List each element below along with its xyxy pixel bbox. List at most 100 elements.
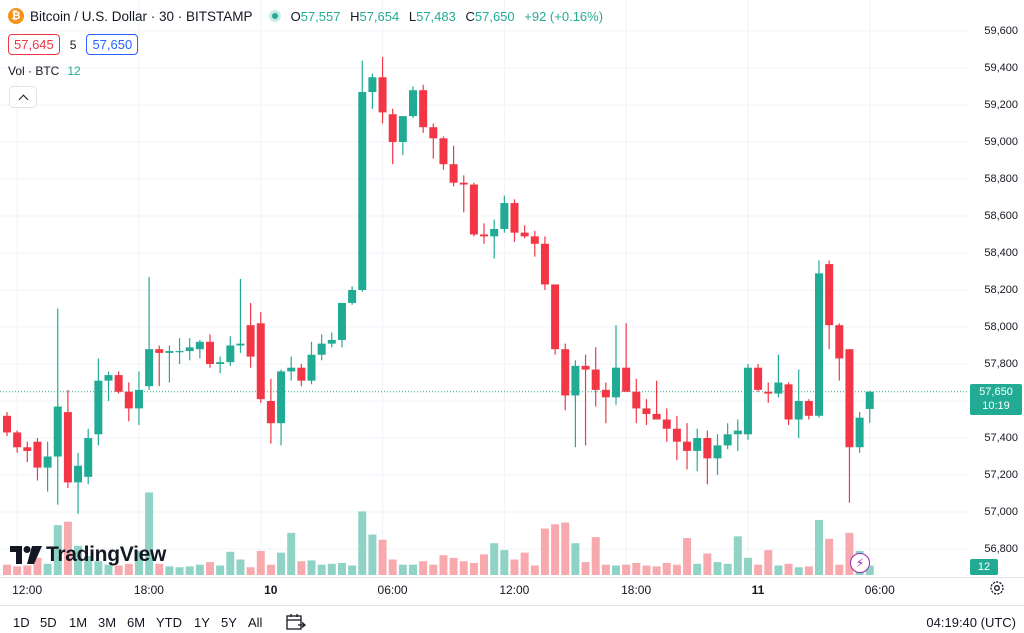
tradingview-logo-text: TradingView	[46, 543, 167, 566]
sell-button[interactable]: 57,645	[8, 34, 60, 55]
candle-body	[835, 325, 844, 359]
candle	[804, 399, 813, 420]
candle-body	[845, 349, 854, 448]
candle	[480, 223, 489, 244]
volume-bar	[632, 562, 641, 575]
candle-body	[784, 384, 793, 420]
candle	[693, 428, 702, 472]
buy-button[interactable]: 57,650	[86, 34, 139, 55]
candle-body	[601, 389, 610, 398]
period-button-ytd[interactable]: YTD	[156, 615, 182, 630]
candle-body	[723, 434, 732, 446]
volume-bar	[297, 561, 306, 575]
period-button-1y[interactable]: 1Y	[194, 615, 210, 630]
candle-body	[581, 365, 590, 370]
candle-body	[733, 430, 742, 435]
candle-body	[74, 465, 83, 483]
candle	[307, 341, 316, 385]
candle	[713, 434, 722, 475]
candle	[287, 356, 296, 381]
candle	[33, 438, 42, 481]
volume-legend[interactable]: Vol · BTC 12	[8, 64, 81, 78]
period-button-6m[interactable]: 6M	[127, 615, 146, 630]
candle-body	[165, 351, 174, 353]
candle	[510, 199, 519, 242]
volume-bar	[307, 560, 316, 575]
volume-bar	[155, 563, 164, 575]
price-chart[interactable]	[0, 0, 968, 577]
candle-body	[53, 406, 62, 457]
volume-bar	[378, 539, 387, 575]
volume-value: 12	[67, 64, 81, 78]
price-axis-label: 58,400	[984, 247, 1018, 259]
utc-clock[interactable]: 04:19:40 (UTC)	[926, 615, 1016, 630]
volume-bar	[591, 537, 600, 575]
candle-body	[642, 408, 651, 414]
candle-body	[185, 347, 194, 352]
settings-gear-icon[interactable]	[989, 580, 1005, 596]
tradingview-logo[interactable]: TradingView	[10, 543, 166, 567]
candle	[74, 452, 83, 514]
market-status-icon[interactable]	[268, 10, 281, 22]
time-axis-label: 10	[264, 583, 278, 597]
period-button-1m[interactable]: 1M	[69, 615, 88, 630]
volume-bar	[743, 557, 752, 575]
volume-bar	[63, 521, 72, 575]
candle	[134, 371, 143, 426]
symbol-legend: ₿ Bitcoin / U.S. Dollar · 30 · BITSTAMP …	[8, 8, 609, 24]
candle-body	[327, 339, 336, 344]
candle-body	[23, 447, 32, 451]
candle	[835, 323, 844, 381]
candle	[754, 364, 763, 392]
volume-bar	[23, 565, 32, 575]
candle	[84, 428, 93, 485]
period-button-3m[interactable]: 3M	[98, 615, 117, 630]
candle	[104, 371, 113, 401]
candle-body	[662, 419, 671, 429]
volume-bar	[175, 567, 184, 575]
period-button-5y[interactable]: 5Y	[221, 615, 237, 630]
volume-bar	[53, 525, 62, 575]
symbol-title[interactable]: Bitcoin / U.S. Dollar · 30 · BITSTAMP	[30, 8, 253, 24]
candle	[662, 408, 671, 442]
candle-body	[743, 367, 752, 435]
time-axis-label: 18:00	[621, 583, 652, 597]
change-value: +92 (+0.16%)	[524, 8, 604, 24]
bottom-toolbar-border	[0, 605, 1024, 606]
candle-body	[409, 90, 417, 117]
candle-body	[500, 203, 509, 229]
period-button-all[interactable]: All	[248, 615, 263, 630]
volume-bar	[246, 567, 255, 575]
volume-bar	[754, 564, 763, 575]
collapse-legend-button[interactable]	[9, 86, 37, 108]
candle-body	[236, 343, 245, 346]
price-axis-label: 59,600	[984, 25, 1018, 37]
candle	[865, 391, 874, 423]
candle	[368, 73, 377, 109]
candle-body	[195, 341, 204, 350]
period-button-5d[interactable]: 5D	[40, 615, 57, 630]
candle-body	[510, 203, 519, 233]
candle-body	[33, 441, 42, 468]
price-axis-label: 57,000	[984, 506, 1018, 518]
candle-body	[175, 351, 184, 353]
candle	[784, 382, 793, 426]
period-button-1d[interactable]: 1D	[13, 615, 30, 630]
volume-bar	[683, 538, 692, 575]
candle-body	[337, 302, 346, 340]
volume-bar	[226, 551, 235, 575]
candle	[469, 182, 478, 237]
candle-body	[43, 456, 52, 468]
go-to-date-calendar-icon[interactable]	[286, 613, 306, 631]
candle-body	[114, 375, 123, 392]
candle-body	[317, 343, 326, 355]
candle	[683, 423, 692, 470]
candle	[94, 358, 103, 446]
candle-body	[672, 428, 681, 442]
lightning-icon[interactable]: ⚡	[850, 553, 870, 573]
candle	[266, 378, 275, 444]
candle-body	[825, 264, 834, 326]
volume-tag: 12	[970, 559, 998, 575]
volume-bar	[449, 557, 458, 575]
candle-body	[348, 290, 357, 303]
